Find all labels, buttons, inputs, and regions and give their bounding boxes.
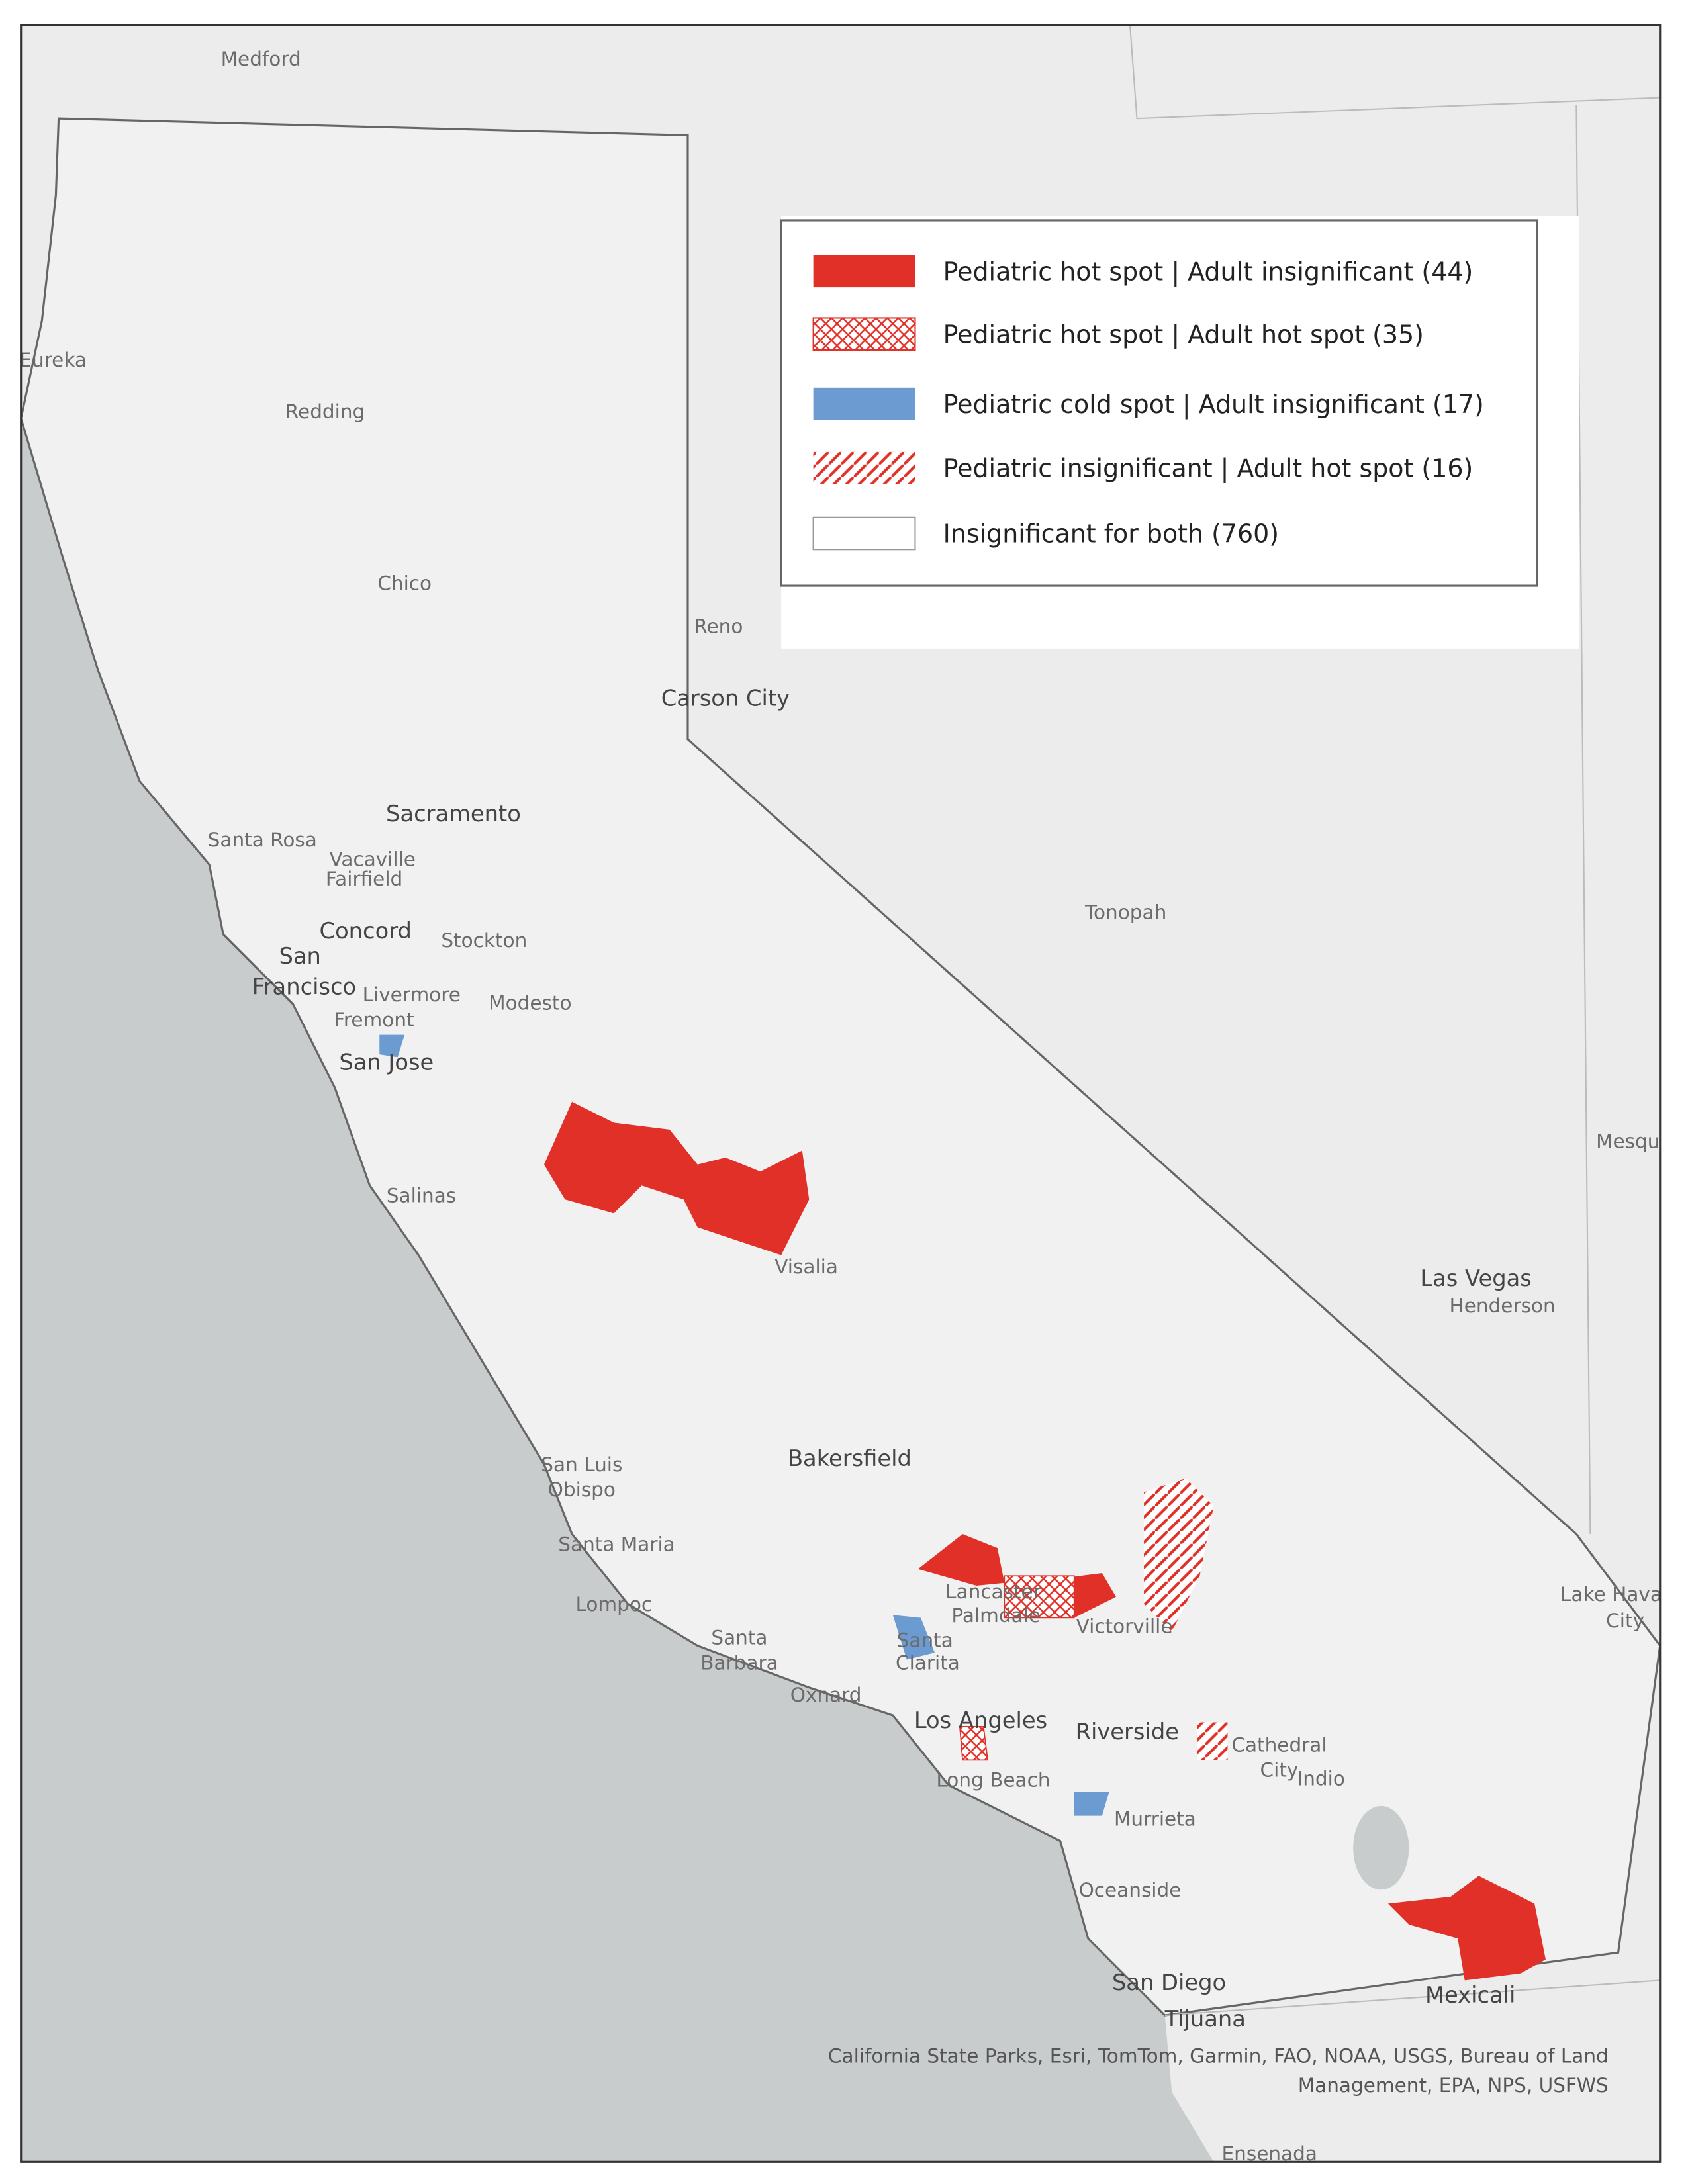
place-label: Santa Rosa [208,829,317,851]
place-label: Fairfield [326,868,402,890]
place-label: Livermore [363,983,461,1006]
legend-swatch [813,387,915,420]
legend-label: Pediatric hot spot | Adult hot spot (35) [943,320,1424,349]
place-label: Santa Maria [558,1533,675,1555]
place-label: Santa [711,1626,767,1649]
place-label: Tonopah [1084,901,1166,924]
place-label: City [1260,1759,1299,1782]
place-label: Fremont [334,1009,414,1031]
place-label: Redding [285,400,365,423]
place-label: Murrieta [1114,1807,1196,1830]
place-label: Carson City [661,685,790,711]
place-label: San [279,943,320,969]
legend-label: Insignificant for both (760) [943,520,1279,549]
place-label: Visalia [774,1255,838,1278]
attribution: Management, EPA, NPS, USFWS [1298,2074,1609,2097]
place-label: Palmdale [951,1604,1041,1627]
hot-spots [379,1034,1546,1981]
place-label: San Jose [339,1049,434,1075]
place-label: Victorville [1076,1615,1173,1638]
place-label: Mesqu [1596,1130,1660,1152]
place-label: Las Vegas [1420,1265,1531,1291]
place-label: San Diego [1112,1970,1226,1995]
legend-swatch [813,451,915,484]
place-label: Obispo [548,1479,616,1501]
place-label: Oxnard [790,1684,862,1706]
legend-swatch [812,516,916,551]
place-label: Mexicali [1425,1982,1515,2008]
place-label: Sacramento [386,801,521,827]
place-label: Lompoc [575,1593,652,1615]
place-label: Bakersfield [788,1445,912,1471]
legend-swatch [812,317,916,351]
place-label: Clarita [896,1651,960,1674]
place-label: Santa [897,1629,953,1652]
place-label: Chico [377,572,432,594]
legend-label: Pediatric hot spot | Adult insignificant… [943,257,1474,287]
place-label: San Luis [541,1453,622,1476]
place-label: Tijuana [1164,2006,1246,2032]
place-label: Salinas [387,1184,456,1206]
attribution: California State Parks, Esri, TomTom, Ga… [828,2045,1609,2068]
place-label: Stockton [441,929,527,952]
frame [20,24,1662,2163]
place-label: Lancaster [945,1580,1042,1603]
place-label: Indio [1297,1767,1345,1790]
place-label: Lake Hava [1560,1583,1662,1606]
legend-label: Pediatric cold spot | Adult insignifican… [943,390,1484,419]
place-label: Barbara [700,1651,778,1674]
place-label: Francisco [252,974,356,999]
place-label: Eureka [19,349,87,371]
place-label: Riverside [1076,1719,1179,1745]
legend-swatch [813,255,915,288]
place-label: Reno [694,615,743,638]
place-label: Concord [320,918,412,944]
place-label: Long Beach [936,1768,1050,1791]
place-label: City [1606,1610,1644,1632]
legend-frame [780,219,1538,587]
place-label: Henderson [1450,1295,1556,1317]
place-label: Cathedral [1231,1734,1327,1756]
legend-bg [781,216,1579,649]
legend-label: Pediatric insignificant | Adult hot spot… [943,454,1474,483]
place-label: Modesto [489,992,571,1015]
place-label: Oceanside [1079,1879,1182,1901]
place-label: Los Angeles [914,1707,1047,1733]
place-label: Vacaville [330,848,416,871]
place-label: Medford [221,48,301,70]
